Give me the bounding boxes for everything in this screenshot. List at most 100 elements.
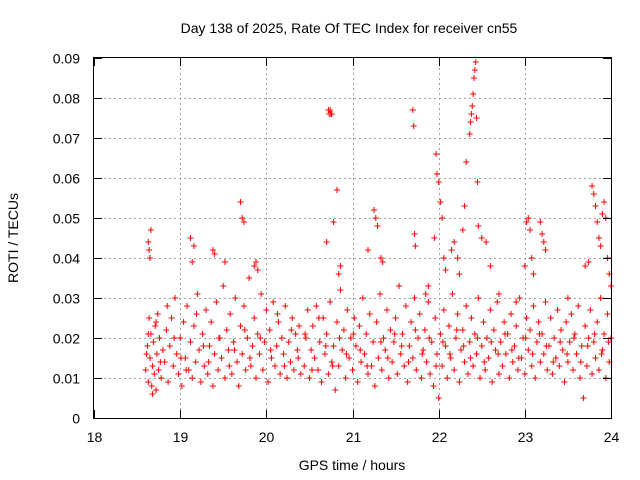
data-point (302, 335, 309, 341)
data-point (301, 363, 308, 369)
data-point (461, 203, 468, 209)
data-point (564, 359, 571, 365)
data-point (215, 367, 222, 373)
data-point (150, 339, 157, 345)
data-point (377, 339, 384, 345)
data-point (454, 255, 461, 261)
data-point (495, 371, 502, 377)
data-point (410, 123, 417, 129)
data-point (271, 363, 278, 369)
data-point (308, 347, 315, 353)
data-point (361, 351, 368, 357)
data-point (143, 351, 150, 357)
data-point (451, 239, 458, 245)
data-point (601, 199, 608, 205)
data-point (254, 267, 261, 273)
data-point (192, 359, 199, 365)
data-point (249, 343, 256, 349)
data-point (309, 367, 316, 373)
data-point (187, 339, 194, 345)
data-point (282, 303, 289, 309)
data-point (597, 295, 604, 301)
axis-ticks: 0 0.01 0.02 0.03 0.04 0.05 0.06 0.07 0.08 0.09 18 1… (53, 51, 620, 446)
x-tick-label: 19 (173, 429, 189, 445)
data-point (351, 315, 358, 321)
data-point (598, 351, 605, 357)
data-point (439, 215, 446, 221)
data-point (241, 327, 248, 333)
data-point (585, 259, 592, 265)
data-point (587, 307, 594, 313)
data-point (171, 295, 178, 301)
data-point (513, 323, 520, 329)
data-point (446, 323, 453, 329)
data-point (356, 323, 363, 329)
data-point (473, 351, 480, 357)
data-point (515, 355, 522, 361)
data-point (278, 335, 285, 341)
data-point (337, 263, 344, 269)
data-point (547, 315, 554, 321)
data-point (258, 291, 265, 297)
data-point (387, 327, 394, 333)
data-point (284, 375, 291, 381)
data-point (180, 319, 187, 325)
data-point (390, 339, 397, 345)
data-point (421, 327, 428, 333)
data-point (532, 375, 539, 381)
data-point (414, 335, 421, 341)
data-point (591, 331, 598, 337)
y-tick-label: 0.09 (53, 51, 80, 67)
data-point (525, 347, 532, 353)
data-point (234, 359, 241, 365)
data-point (378, 367, 385, 373)
data-point (460, 343, 467, 349)
data-point (552, 355, 559, 361)
data-point (168, 315, 175, 321)
data-point (352, 343, 359, 349)
data-point (196, 347, 203, 353)
data-point (556, 363, 563, 369)
data-point (266, 327, 273, 333)
data-point (365, 371, 372, 377)
data-point (145, 379, 152, 385)
data-point (309, 323, 316, 329)
data-point (394, 371, 401, 377)
data-point (240, 303, 247, 309)
x-tick-label: 18 (87, 429, 103, 445)
data-point (244, 335, 251, 341)
data-point (578, 343, 585, 349)
data-point (463, 303, 470, 309)
data-point (442, 267, 449, 273)
data-point (277, 371, 284, 377)
data-point (252, 259, 259, 265)
data-point (482, 367, 489, 373)
data-point (422, 291, 429, 297)
data-point (508, 347, 515, 353)
data-point (187, 235, 194, 241)
data-point (304, 307, 311, 313)
data-point (178, 383, 185, 389)
data-point (321, 351, 328, 357)
data-point (535, 319, 542, 325)
data-point (561, 379, 568, 385)
data-point (527, 227, 534, 233)
data-point (155, 367, 162, 373)
data-point (492, 347, 499, 353)
data-point (594, 319, 601, 325)
data-point (584, 343, 591, 349)
data-point (594, 219, 601, 225)
data-point (397, 351, 404, 357)
data-point (469, 103, 476, 109)
data-point (158, 375, 165, 381)
data-point (435, 179, 442, 185)
y-tick-label: 0.07 (53, 131, 80, 147)
data-point (149, 363, 156, 369)
data-point (452, 335, 459, 341)
data-point (489, 379, 496, 385)
data-point (392, 315, 399, 321)
data-point (363, 331, 370, 337)
data-point (475, 295, 482, 301)
data-point (379, 259, 386, 265)
data-point (165, 379, 172, 385)
